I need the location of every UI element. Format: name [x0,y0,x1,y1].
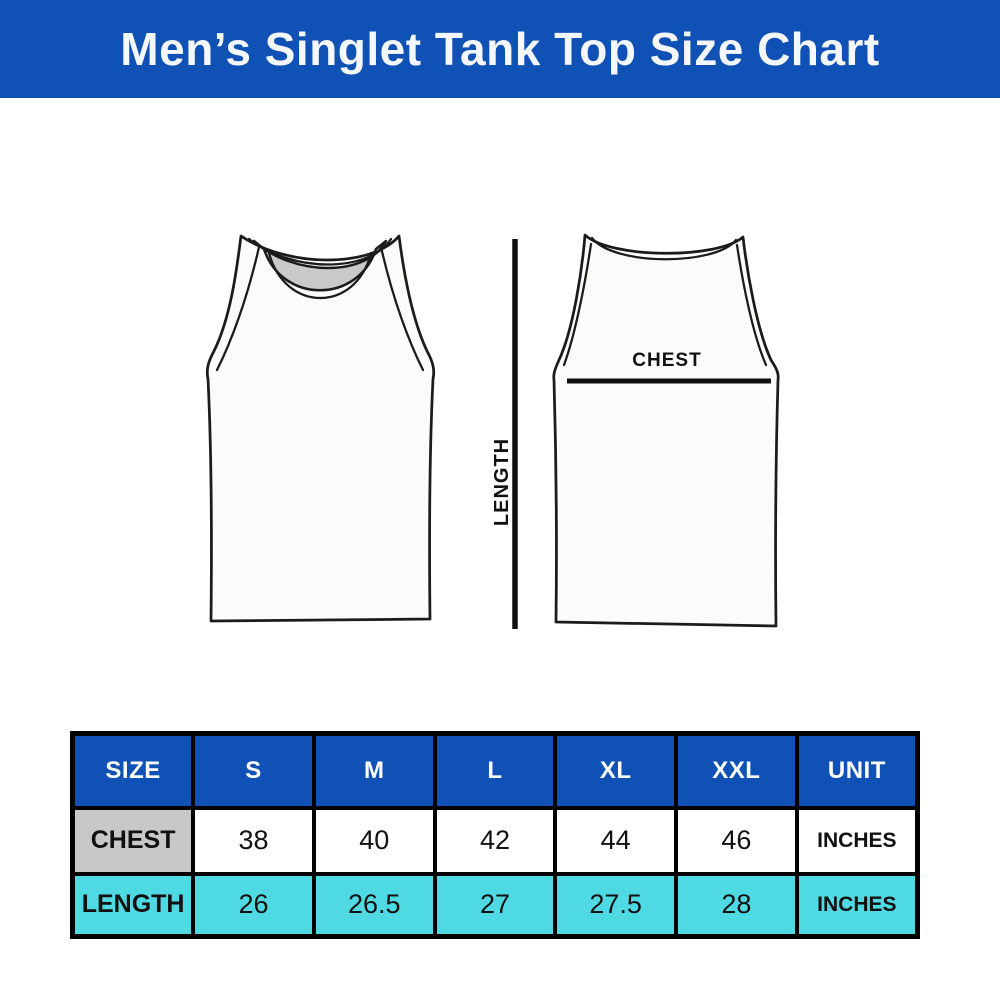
title-banner: Men’s Singlet Tank Top Size Chart [0,0,1000,98]
chest-value-xl: 44 [553,805,679,876]
header-cell-size: SIZE [70,731,196,810]
front-right-armhole-trim [379,245,425,372]
header-cell-m: M [311,731,437,810]
length-value-xxl: 28 [674,871,799,939]
front-scoop-trim [267,251,373,300]
table-row-length: LENGTH 26 26.5 27 27.5 28 INCHES [70,871,920,939]
header-cell-xxl: XXL [674,731,799,810]
front-left-armhole-trim [215,245,261,372]
garment-diagram: CHEST LENGTH [0,200,1000,660]
tank-top-back [552,233,780,628]
header-cell-l: L [432,731,558,810]
header-cell-xl: XL [553,731,679,810]
back-left-armhole-trim [562,242,593,367]
row-label-chest: CHEST [70,805,196,876]
chest-measure-label: CHEST [632,350,702,371]
chest-unit: INCHES [794,805,920,876]
front-inner-collar [252,239,388,292]
header-cell-s: S [191,731,316,810]
length-value-xl: 27.5 [553,871,679,939]
chest-value-m: 40 [311,805,437,876]
length-unit: INCHES [794,871,920,939]
header-cell-unit: UNIT [794,731,920,810]
size-table-section: SIZE S M L XL XXL UNIT CHEST 38 40 42 44… [70,731,920,939]
table-header-row: SIZE S M L XL XXL UNIT [70,731,920,810]
back-right-armhole-trim [735,243,768,367]
chest-value-s: 38 [191,805,316,876]
table-row-chest: CHEST 38 40 42 44 46 INCHES [70,805,920,876]
front-tank-outline [205,234,436,623]
back-neck-trim [590,236,738,261]
length-value-s: 26 [191,871,316,939]
chest-value-xxl: 46 [674,805,799,876]
length-measure-label: LENGTH [491,437,513,527]
tank-top-illustrations [205,233,780,629]
page-title: Men’s Singlet Tank Top Size Chart [120,23,880,75]
length-value-l: 27 [432,871,558,939]
tank-top-front [205,234,436,623]
length-value-m: 26.5 [311,871,437,939]
back-tank-outline [552,233,780,628]
chest-value-l: 42 [432,805,558,876]
row-label-length: LENGTH [70,871,196,939]
size-table: SIZE S M L XL XXL UNIT CHEST 38 40 42 44… [70,731,920,939]
